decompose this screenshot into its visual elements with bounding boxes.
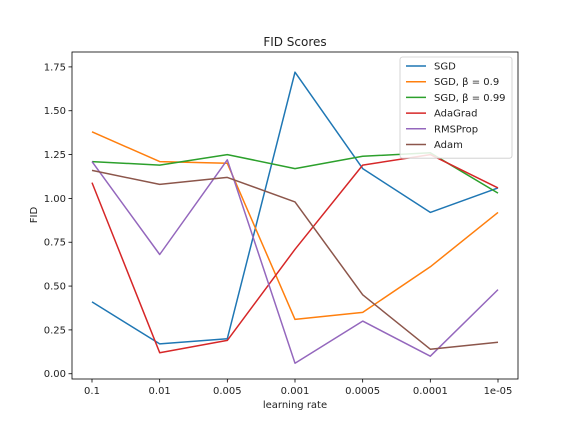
legend: SGD SGD, β = 0.9 SGD, β = 0.99 AdaGrad RMSPr… — [399, 56, 513, 159]
y-tick-label: 1.50 — [44, 106, 66, 117]
series-layer — [91, 71, 499, 364]
y-tick-label: 1.00 — [44, 194, 66, 205]
series-line — [91, 131, 499, 321]
x-tick-label: 0.0005 — [345, 386, 380, 397]
x-axis-label: learning rate — [263, 400, 327, 411]
x-tick-label: 0.1 — [84, 386, 100, 397]
x-tick-label: 0.01 — [149, 386, 171, 397]
legend-box — [399, 56, 513, 159]
legend-label: Adam — [434, 140, 463, 151]
x-axis: 0.1 0.01 0.005 0.001 0.0005 0.0001 1e-05 — [84, 379, 512, 397]
x-tick-label: 0.005 — [213, 386, 242, 397]
x-tick-label: 0.001 — [281, 386, 310, 397]
series-line — [91, 159, 499, 364]
x-tick-label: 0.0001 — [413, 386, 448, 397]
y-axis: 0.00 0.25 0.50 0.75 1.00 1.25 1.50 1.75 — [44, 62, 72, 380]
legend-label: RMSProp — [434, 124, 478, 135]
legend-label: AdaGrad — [434, 109, 477, 120]
y-tick-label: 1.75 — [44, 62, 66, 73]
legend-label: SGD, β = 0.99 — [434, 93, 506, 104]
y-tick-label: 0.00 — [44, 369, 66, 380]
x-tick-label: 1e-05 — [484, 386, 513, 397]
legend-label: SGD, β = 0.9 — [434, 77, 499, 88]
y-tick-label: 0.25 — [44, 325, 66, 336]
y-axis-label: FID — [29, 207, 40, 224]
y-tick-label: 0.50 — [44, 282, 66, 293]
chart-title: FID Scores — [263, 35, 326, 49]
y-tick-label: 1.25 — [44, 150, 66, 161]
series-line — [91, 71, 499, 345]
legend-label: SGD — [434, 62, 456, 73]
series-line — [91, 169, 499, 350]
y-tick-label: 0.75 — [44, 238, 66, 249]
